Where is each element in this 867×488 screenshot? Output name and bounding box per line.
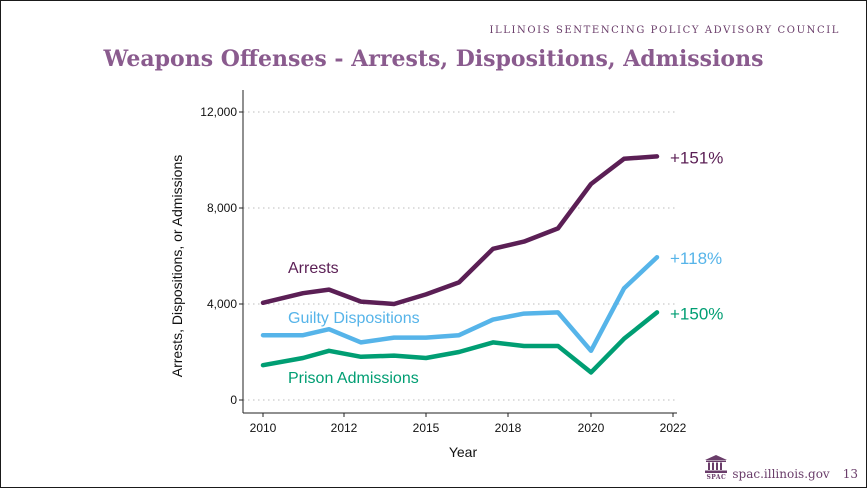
series-name-arrests: Arrests: [288, 260, 339, 277]
page-number: 13: [842, 467, 858, 481]
slide-title: Weapons Offenses - Arrests, Dispositions…: [103, 46, 764, 72]
end-label-guilty: +118%: [670, 249, 722, 268]
y-tick-label: 4,000: [207, 297, 237, 311]
y-tick-label: 0: [230, 393, 237, 407]
footer-url[interactable]: spac.illinois.gov: [732, 467, 830, 481]
x-axis-label: Year: [449, 444, 478, 460]
series-lines: [260, 154, 660, 375]
series-line-prison: [260, 310, 660, 375]
end-label-prison: +150%: [670, 304, 723, 323]
y-ticks: 0 4,000 8,000 12,000: [200, 105, 243, 407]
y-tick-label: 12,000: [200, 105, 237, 119]
x-tick-label: 2020: [578, 421, 605, 435]
series-name-guilty: Guilty Dispositions: [288, 310, 420, 327]
footer: SPAC spac.illinois.gov 13: [705, 455, 858, 481]
series-name-prison: Prison Admissions: [288, 370, 419, 387]
gridlines: [243, 111, 675, 401]
spac-logo: SPAC: [705, 455, 728, 481]
courthouse-icon: [705, 455, 728, 473]
end-label-arrests: +151%: [670, 148, 723, 167]
series-line-guilty: [260, 254, 660, 354]
x-tick-label: 2012: [331, 421, 358, 435]
x-tick-label: 2018: [495, 421, 522, 435]
x-ticks: 2010 2012 2015 2018 2020 2022: [250, 413, 687, 435]
y-tick-label: 8,000: [207, 201, 237, 215]
organization-name: ILLINOIS SENTENCING POLICY ADVISORY COUN…: [489, 25, 840, 36]
x-tick-label: 2010: [250, 421, 277, 435]
axes: [242, 90, 677, 414]
logo-text: SPAC: [706, 474, 727, 481]
y-axis-label: Arrests, Dispositions, or Admissions: [169, 155, 185, 378]
x-tick-label: 2015: [413, 421, 440, 435]
series-line-arrests: [260, 154, 660, 307]
series-labels: Arrests +151% Guilty Dispositions +118% Pris…: [288, 148, 723, 387]
x-tick-label: 2022: [660, 421, 687, 435]
